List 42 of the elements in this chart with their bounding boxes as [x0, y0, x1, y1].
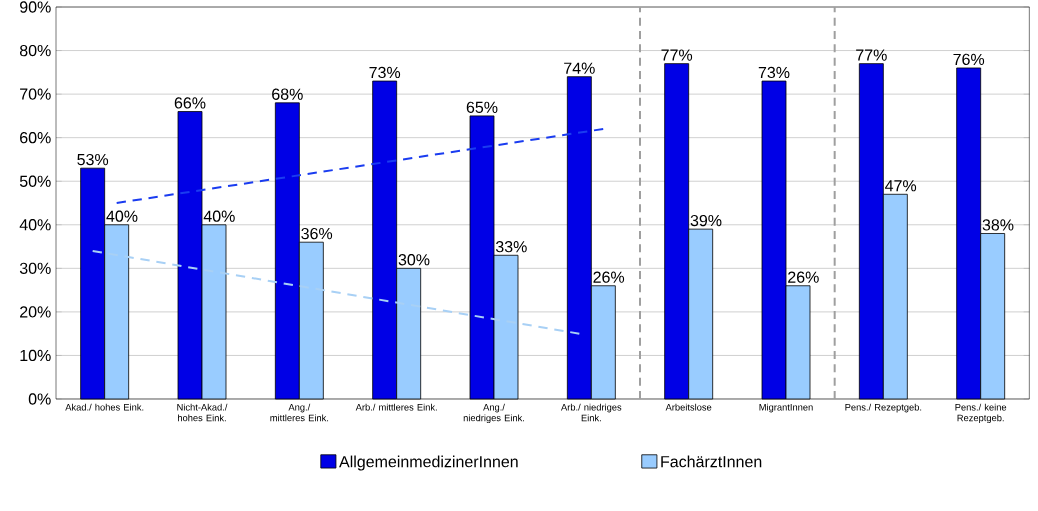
y-tick-label: 10% [20, 349, 51, 362]
legend-label: FachärztInnen [661, 455, 762, 468]
x-tick-label: Pens./ keine Rezeptgeb. [955, 403, 1007, 424]
data-label: 30% [398, 254, 430, 266]
data-label: 77% [856, 49, 887, 61]
data-label: 77% [661, 49, 693, 61]
data-label: 40% [203, 210, 235, 222]
y-tick-label: 70% [20, 88, 51, 100]
data-label: 26% [788, 271, 819, 283]
data-label: 66% [174, 97, 206, 109]
data-label: 39% [690, 214, 722, 227]
x-tick-label: MigrantInnen [759, 403, 813, 413]
x-tick-label: Akad./ hohes Eink. [65, 403, 144, 411]
data-label: 40% [106, 210, 138, 222]
y-tick-label: 20% [20, 306, 51, 318]
data-label: 68% [272, 88, 303, 100]
data-label: 74% [564, 62, 595, 74]
y-tick-label: 90% [20, 1, 51, 13]
data-label: 26% [593, 271, 625, 283]
data-label: 73% [758, 66, 790, 79]
x-tick-label: Ang./ niedriges Eink. [463, 403, 524, 424]
y-tick-label: 60% [20, 132, 51, 144]
y-tick-label: 30% [19, 262, 51, 274]
y-tick-label: 80% [19, 44, 51, 57]
data-label: 65% [466, 101, 498, 113]
data-label: 53% [77, 153, 109, 166]
data-label: 73% [369, 66, 401, 79]
x-tick-label: Pens./ Rezeptgeb. [845, 403, 922, 413]
data-label: 33% [495, 241, 527, 253]
x-tick-label: Nicht-Akad./ hohes Eink. [177, 403, 228, 422]
x-tick-label: Arb./ mittleres Eink. [355, 403, 437, 411]
data-label: 47% [885, 180, 917, 192]
x-tick-label: Ang./ mittleres Eink. [270, 403, 329, 422]
data-label: 38% [982, 219, 1014, 231]
data-label: 76% [953, 53, 985, 66]
legend-label: AllgemeinmedizinerInnen [339, 455, 518, 471]
y-tick-label: 40% [19, 219, 51, 231]
x-tick-label: Arbeitslose [665, 403, 712, 411]
y-tick-label: 0% [28, 393, 51, 405]
data-label: 36% [301, 227, 333, 240]
y-tick-label: 50% [19, 175, 51, 187]
x-tick-label: Arb./ niedriges Eink. [561, 403, 622, 422]
